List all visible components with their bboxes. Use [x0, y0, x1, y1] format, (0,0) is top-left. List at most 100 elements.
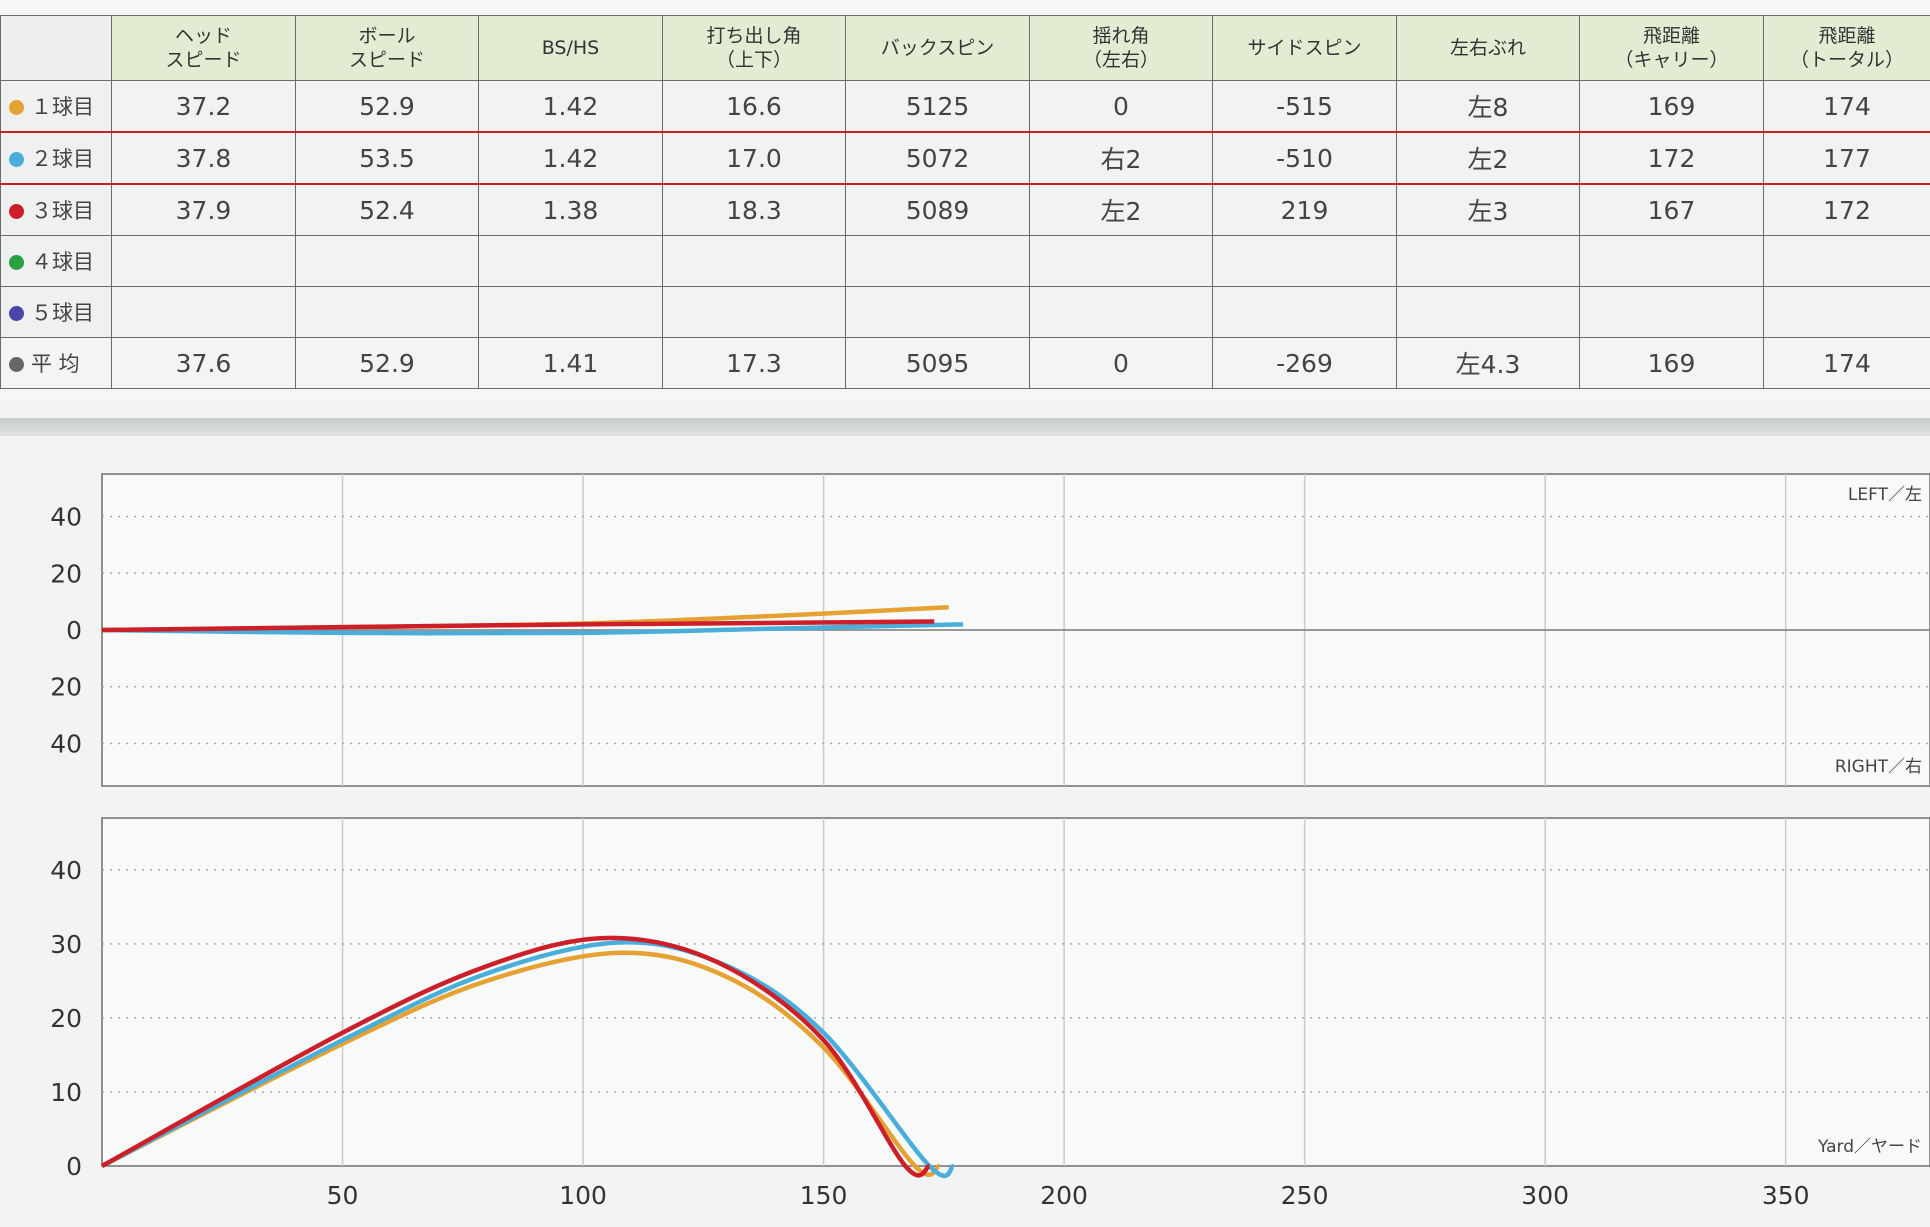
table-row[interactable]: ５球目 [0, 286, 1930, 338]
table-cell: 177 [1763, 131, 1930, 185]
table-cell: 左4.3 [1396, 337, 1580, 389]
row-label: １球目 [0, 80, 112, 133]
table-cell: 5089 [845, 183, 1030, 236]
table-cell [1763, 235, 1930, 287]
table-cell [1029, 286, 1213, 338]
table-cell: 52.9 [295, 337, 479, 389]
y-tick-label: 20 [50, 559, 82, 588]
table-cell [1579, 235, 1764, 287]
shot-color-dot [9, 204, 24, 219]
table-cell: 37.2 [111, 80, 296, 133]
header-side-spin: サイドスピン [1212, 15, 1397, 81]
table-cell: 5095 [845, 337, 1030, 389]
direction-label-right: RIGHT／右 [1835, 757, 1922, 777]
table-cell [478, 235, 663, 287]
table-cell: 1.42 [478, 131, 663, 185]
table-row[interactable]: ４球目 [0, 235, 1930, 287]
table-cell: 1.41 [478, 337, 663, 389]
header-launch-angle: 打ち出し角 （上下） [662, 15, 846, 81]
table-cell [1212, 286, 1397, 338]
table-cell [1212, 235, 1397, 287]
table-cell [845, 286, 1030, 338]
trajectory-line [100, 950, 941, 1177]
row-label-text: ３球目 [31, 199, 94, 223]
table-cell: 0 [1029, 337, 1213, 389]
x-tick-label: 350 [1762, 1181, 1810, 1210]
table-cell: 174 [1763, 80, 1930, 133]
row-label: 平 均 [0, 337, 112, 389]
shot-color-dot [9, 255, 24, 270]
row-label: ５球目 [0, 286, 112, 338]
table-row[interactable]: １球目 37.2 52.9 1.42 16.6 5125 0 -515 左8 169 174 [0, 80, 1930, 133]
row-label: ３球目 [0, 183, 112, 236]
table-row[interactable]: 平 均 37.6 52.9 1.41 17.3 5095 0 -269 左4.3 169 174 [0, 337, 1930, 389]
table-cell: 5072 [845, 131, 1030, 185]
table-row[interactable]: ３球目 37.9 52.4 1.38 18.3 5089 左2 219 左3 167 172 [0, 183, 1930, 236]
table-cell: 左2 [1396, 131, 1580, 185]
direction-label-left: LEFT／左 [1848, 485, 1922, 505]
table-cell [111, 235, 296, 287]
table-row[interactable]: ２球目 37.8 53.5 1.42 17.0 5072 右2 -510 左2 172 177 [0, 131, 1930, 185]
table-cell [295, 286, 479, 338]
table-cell: 174 [1763, 337, 1930, 389]
table-cell [1579, 286, 1764, 338]
table-cell: -510 [1212, 131, 1397, 185]
table-cell [1029, 235, 1213, 287]
table-cell: 37.6 [111, 337, 296, 389]
x-axis-unit-label: Yard／ヤード [1817, 1137, 1922, 1157]
row-label-text: 平 均 [31, 352, 80, 376]
y-tick-label: 40 [50, 856, 82, 885]
table-cell [662, 235, 846, 287]
y-tick-label: 0 [66, 616, 82, 645]
table-cell: 37.8 [111, 131, 296, 185]
trajectory-line [100, 940, 955, 1178]
header-head-speed: ヘッド スピード [111, 15, 296, 81]
y-tick-label: 40 [50, 729, 82, 758]
x-tick-label: 300 [1521, 1181, 1569, 1210]
table-cell: 219 [1212, 183, 1397, 236]
shot-color-dot [9, 357, 24, 372]
table-cell: 18.3 [662, 183, 846, 236]
table-cell: 1.38 [478, 183, 663, 236]
table-cell [1396, 235, 1580, 287]
row-label-text: １球目 [31, 95, 94, 119]
table-cell: 左8 [1396, 80, 1580, 133]
table-cell: 右2 [1029, 131, 1213, 185]
table-cell: -269 [1212, 337, 1397, 389]
header-carry: 飛距離 （キャリー） [1579, 15, 1764, 81]
shot-color-dot [9, 100, 24, 115]
shot-data-table-panel: ヘッド スピード ボール スピード BS/HS 打ち出し角 （上下） バックスピン 揺… [0, 0, 1930, 400]
table-cell: 167 [1579, 183, 1764, 236]
x-tick-label: 200 [1040, 1181, 1088, 1210]
table-cell [662, 286, 846, 338]
shot-color-dot [9, 306, 24, 321]
header-offline: 左右ぶれ [1396, 15, 1580, 81]
table-cell: 17.0 [662, 131, 846, 185]
row-label: ２球目 [0, 131, 112, 185]
trajectory-line [100, 935, 931, 1178]
table-cell: 16.6 [662, 80, 846, 133]
x-tick-label: 50 [327, 1181, 359, 1210]
x-tick-label: 150 [800, 1181, 848, 1210]
table-cell [1763, 286, 1930, 338]
y-tick-label: 0 [66, 1152, 82, 1181]
header-total: 飛距離 （トータル） [1763, 15, 1930, 81]
table-cell [845, 235, 1030, 287]
row-label-text: ２球目 [31, 147, 94, 171]
table-cell [295, 235, 479, 287]
table-cell: 5125 [845, 80, 1030, 133]
section-divider [0, 418, 1930, 436]
trajectory-line [101, 619, 935, 633]
shot-data-table: ヘッド スピード ボール スピード BS/HS 打ち出し角 （上下） バックスピン 揺… [0, 15, 1930, 389]
row-label-text: ５球目 [31, 301, 94, 325]
x-tick-label: 250 [1281, 1181, 1329, 1210]
table-cell: -515 [1212, 80, 1397, 133]
table-cell: 17.3 [662, 337, 846, 389]
trajectory-line [101, 622, 964, 636]
header-corner [0, 15, 112, 81]
table-cell: 左3 [1396, 183, 1580, 236]
table-cell: 172 [1579, 131, 1764, 185]
header-side-angle: 揺れ角 （左右） [1029, 15, 1213, 81]
